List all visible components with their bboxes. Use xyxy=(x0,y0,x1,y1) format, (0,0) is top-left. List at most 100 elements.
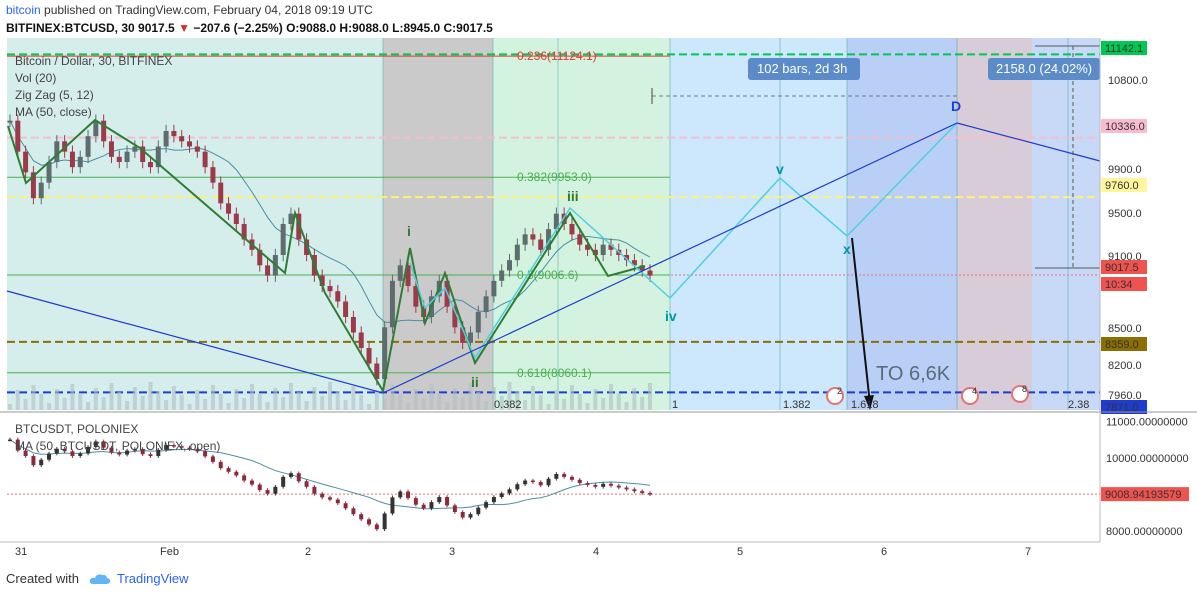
sub-candle-body xyxy=(39,459,44,466)
volume-bar xyxy=(499,396,504,410)
sub-candle-body xyxy=(335,499,340,504)
volume-bar xyxy=(171,386,176,410)
volume-bar xyxy=(648,383,652,410)
sub-candle-body xyxy=(86,446,91,454)
bars-box xyxy=(748,58,860,80)
event-count-0: 2 xyxy=(837,386,842,396)
fib-label-1: 0.382(9953.0) xyxy=(517,170,592,184)
volume-bar xyxy=(62,398,67,410)
x-tick-0: 31 xyxy=(15,546,27,558)
candle-body xyxy=(553,213,559,230)
candle-body xyxy=(546,229,552,250)
sub-candle-body xyxy=(406,491,411,499)
wave-label-iii: iii xyxy=(567,188,579,204)
sub-candle-body xyxy=(460,512,465,518)
volume-bar xyxy=(406,403,411,410)
sub-candle-body xyxy=(484,502,489,508)
candle-body xyxy=(538,239,544,250)
brand-link[interactable]: bitcoin xyxy=(6,3,41,17)
volume-bar xyxy=(468,383,473,410)
bars-box-label: 102 bars, 2d 3h xyxy=(757,61,847,76)
sub-candle-body xyxy=(367,519,372,525)
volume-bar xyxy=(554,390,559,410)
ohlc-values: O:9088.0 H:9088.0 L:8945.0 C:9017.5 xyxy=(286,21,493,35)
price-tag-2 xyxy=(1101,178,1147,192)
sub-candle-body xyxy=(304,481,309,487)
volume-bar xyxy=(218,394,223,410)
sub-candle-body xyxy=(203,451,208,457)
volume-bar xyxy=(39,394,44,410)
candle-body xyxy=(38,182,44,199)
x-tick-3: 3 xyxy=(449,546,455,558)
volume-bar xyxy=(156,391,161,410)
sub-candle-body xyxy=(171,445,176,447)
sub-candle-body xyxy=(109,447,114,453)
candle-body xyxy=(7,120,13,123)
sub-candle-body xyxy=(351,508,356,515)
volume-bar xyxy=(31,385,36,410)
sub-candle-body xyxy=(546,478,551,486)
price-tag-5 xyxy=(1101,337,1147,351)
candle-body xyxy=(132,146,138,152)
candle-body xyxy=(210,167,216,183)
chart-canvas[interactable]: 0.236(11124.1) 0.382(9953.0) 0.5(9006.6) 0.… xyxy=(0,38,1197,566)
volume-bar xyxy=(54,389,59,410)
sub-candle-body xyxy=(117,452,122,455)
sub-y-tick-0: 11000.00000000 xyxy=(1106,416,1188,428)
volume-bar xyxy=(585,403,590,410)
sub-candle-body xyxy=(226,468,231,472)
candle-body xyxy=(413,286,419,307)
main-legend-2: Zig Zag (5, 12) xyxy=(15,88,94,102)
volume-bar xyxy=(640,397,645,410)
tradingview-link[interactable]: TradingView xyxy=(116,571,189,586)
volume-bar xyxy=(210,385,215,410)
candle-body xyxy=(15,120,21,152)
time-fib-label-2: 1.382 xyxy=(783,399,811,411)
price-change: −207.6 (−2.25%) xyxy=(193,21,283,35)
candle-body xyxy=(460,327,466,343)
volume-bar xyxy=(117,392,122,410)
sub-candle-body xyxy=(648,492,652,495)
y-tick-2: 9500.0 xyxy=(1108,208,1142,220)
candle-body xyxy=(187,141,193,147)
volume-bar xyxy=(249,384,254,410)
price-tag-4 xyxy=(1101,277,1147,291)
sub-candle-body xyxy=(101,441,106,448)
sub-candle-body xyxy=(78,453,83,457)
sub-candle-body xyxy=(47,453,52,460)
candle-body xyxy=(23,151,29,173)
created-with-label: Created with xyxy=(6,571,79,586)
sub-candle-body xyxy=(452,505,457,513)
volume-bar xyxy=(538,395,543,410)
volume-bar xyxy=(195,390,200,410)
candle-body xyxy=(577,234,583,245)
price-tag-label-2: 9760.0 xyxy=(1105,180,1139,192)
candle-body xyxy=(631,260,637,266)
sub-candle-body xyxy=(195,449,200,452)
sub-candle-body xyxy=(530,480,535,483)
volume-bar xyxy=(351,386,356,410)
volume-bar xyxy=(86,402,91,410)
sub-candle-body xyxy=(273,486,278,494)
candle-body xyxy=(475,311,481,333)
fib-label-3: 0.618(8060.1) xyxy=(517,366,592,380)
candle-body xyxy=(140,146,146,162)
time-fib-label-3: 1.618 xyxy=(851,399,879,411)
candle-body xyxy=(327,286,333,292)
sub-candle-body xyxy=(125,450,130,455)
candle-body xyxy=(639,265,645,271)
sub-candle-body xyxy=(148,454,153,457)
sub-candle-body xyxy=(640,491,645,493)
volume-bar xyxy=(140,396,145,410)
candle-body xyxy=(202,151,208,168)
candle-body xyxy=(335,291,341,302)
sub-candle-body xyxy=(281,476,286,487)
price-tag-1 xyxy=(1101,119,1147,133)
candle-body xyxy=(405,265,411,286)
sub-candle-body xyxy=(210,456,215,462)
volume-bar xyxy=(593,389,598,410)
zone-mauve xyxy=(957,38,1032,410)
volume-bar xyxy=(460,397,465,410)
volume-bar xyxy=(23,399,28,410)
candle-body xyxy=(93,120,99,137)
